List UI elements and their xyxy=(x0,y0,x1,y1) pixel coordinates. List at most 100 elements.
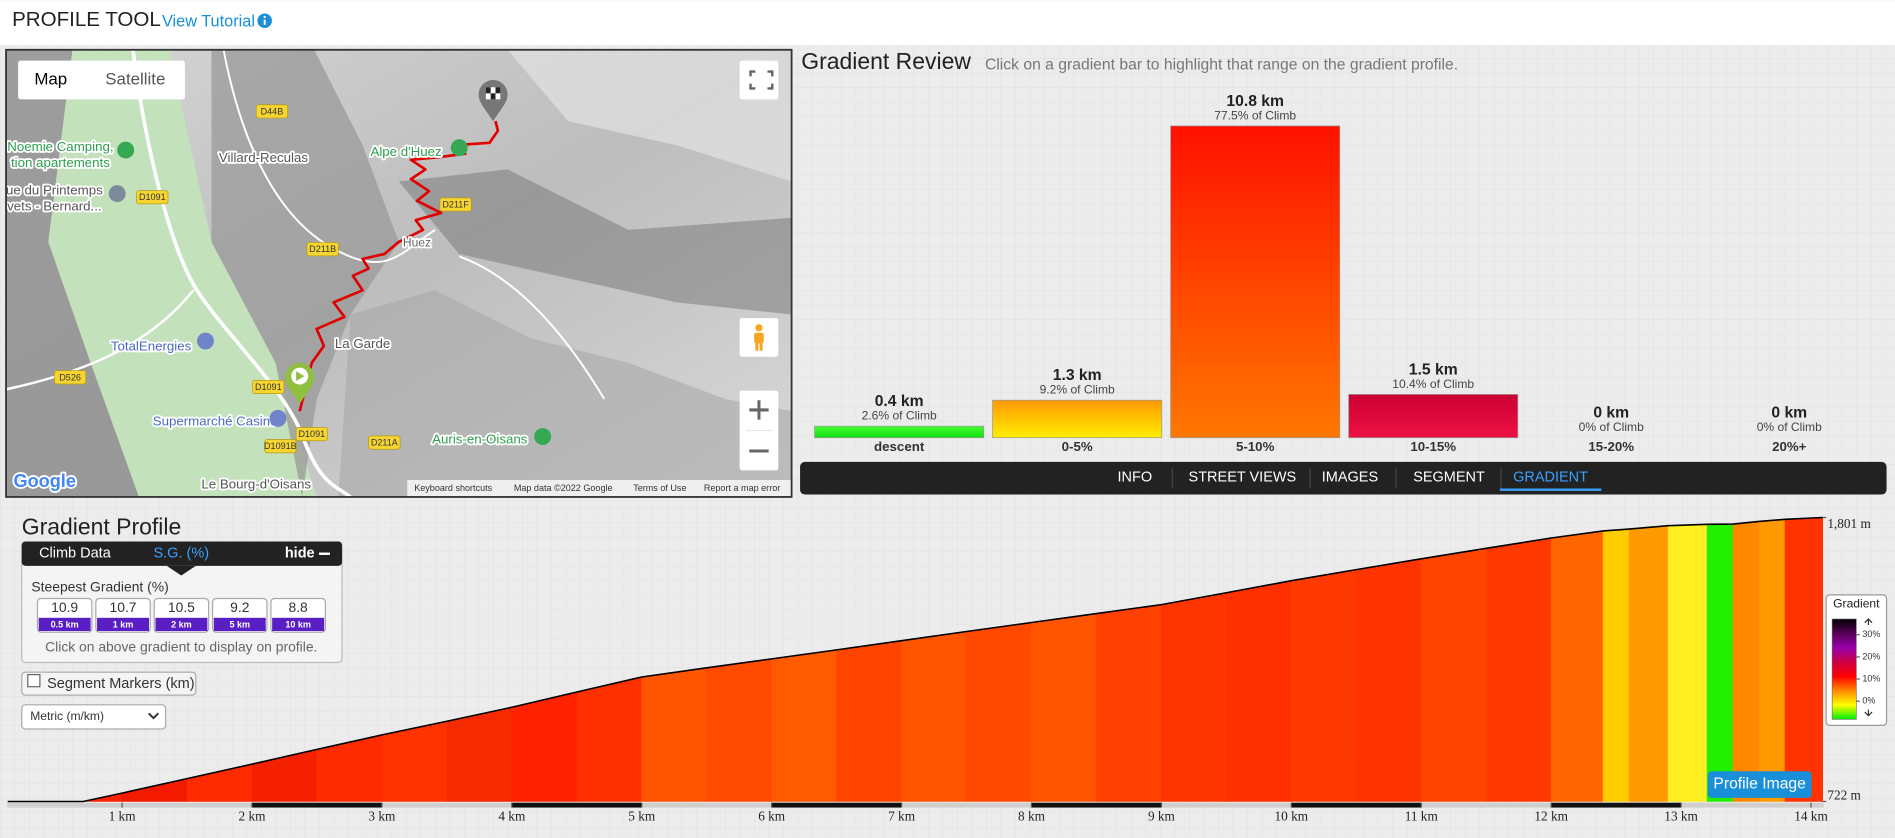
attribution-link[interactable]: Keyboard shortcuts xyxy=(414,483,492,493)
road-badge xyxy=(439,197,472,212)
km-marker xyxy=(771,802,902,808)
hide-button[interactable]: hide xyxy=(285,546,315,562)
panel-tab[interactable]: Climb Data xyxy=(39,546,112,562)
map-place-label: Alpe d'Huez xyxy=(370,144,441,159)
km-marker xyxy=(251,802,382,808)
tutorial-link[interactable]: View Tutorial xyxy=(162,12,255,30)
fullscreen-button[interactable] xyxy=(739,60,779,100)
tab[interactable]: STREET VIEWS xyxy=(1189,469,1297,485)
sg-distance-band xyxy=(272,617,325,632)
profile-chart: 1 km 2 km 3 km 4 km 5 km 6 km 7 km 8 km 9 km 10 k… xyxy=(7,516,1872,823)
segment-markers-label: Segment Markers (km) xyxy=(47,676,194,692)
segment-markers-control[interactable]: Segment Markers (km) xyxy=(21,671,197,696)
legend-tick-label: 0% xyxy=(1862,696,1875,706)
profile-plot xyxy=(7,516,1824,803)
profile-title: Gradient Profile xyxy=(22,513,181,539)
tab[interactable]: INFO xyxy=(1118,469,1153,485)
x-tick-label: 4 km xyxy=(498,808,526,823)
gradient-segment xyxy=(1550,530,1604,802)
gradient-segment xyxy=(1732,521,1760,802)
units-select[interactable]: Metric (m/km) xyxy=(21,704,167,730)
map-poi xyxy=(117,141,135,159)
gradient-segment xyxy=(901,631,967,802)
map-place-label: ue du Printemps xyxy=(6,183,103,198)
profile-image-button[interactable]: Profile Image xyxy=(1707,771,1812,798)
map[interactable]: Villard-Reculas Alpe d'Huez Huez La Gard… xyxy=(6,49,792,497)
road-label: D526 xyxy=(59,372,81,382)
gradient-segment xyxy=(1420,547,1487,802)
sg-value: 10.7 xyxy=(110,599,137,615)
bar-value-label: 1.3 km xyxy=(1053,367,1102,384)
gradient-segment xyxy=(1485,537,1552,802)
legend-arrows xyxy=(1864,618,1873,717)
tab[interactable]: SEGMENT xyxy=(1413,469,1485,485)
x-axis-bar xyxy=(7,802,1824,808)
road-label: D1091 xyxy=(139,192,166,202)
info-icon[interactable] xyxy=(257,13,272,29)
km-marker xyxy=(1031,802,1162,808)
gradient-segment xyxy=(576,676,643,802)
bar-category-label: 0-5% xyxy=(1062,439,1093,454)
x-tick-label: 6 km xyxy=(758,808,786,823)
x-tick-label: 7 km xyxy=(888,808,916,823)
gradient-segment xyxy=(836,640,902,802)
y-tick-label: 1,801 m xyxy=(1827,516,1871,531)
panel-tab[interactable]: S.G. (%) xyxy=(153,546,209,562)
x-tick-label: 13 km xyxy=(1664,808,1698,823)
panel-hint: Click on above gradient to display on pr… xyxy=(45,639,317,655)
climb-panel: Climb Data S.G. (%) hide Steepest Gradie… xyxy=(21,541,343,664)
google-logo: Google xyxy=(14,471,76,491)
elevation-line xyxy=(7,516,1823,803)
active-tab-underline xyxy=(1499,488,1602,491)
gradient-segment xyxy=(966,622,1032,802)
bar-category-label: 15-20% xyxy=(1588,439,1634,454)
attribution-link[interactable]: Report a map error xyxy=(704,483,780,493)
profile-image-label: Profile Image xyxy=(1713,776,1806,793)
road-label: D44B xyxy=(261,106,284,116)
finish-pin xyxy=(478,80,508,122)
sg-distance: 10 km xyxy=(285,619,311,629)
map-poi xyxy=(196,332,214,350)
gradient-bar[interactable] xyxy=(1170,125,1341,439)
x-tick-label: 1 km xyxy=(109,808,137,823)
bar-share-label: 10.4% of Climb xyxy=(1392,377,1474,391)
legend-tick-label: 10% xyxy=(1862,673,1880,683)
gradient-bar[interactable] xyxy=(992,399,1163,439)
page-title: PROFILE TOOL xyxy=(12,8,161,31)
sg-distance-band xyxy=(155,617,208,632)
map-place-label: La Garde xyxy=(335,336,390,351)
zoom-control[interactable] xyxy=(739,390,779,471)
gradient-bar[interactable] xyxy=(814,425,985,439)
gradient-segment xyxy=(1096,604,1162,802)
gradient-segment xyxy=(1355,558,1422,802)
bar-share-label: 77.5% of Climb xyxy=(1214,108,1296,122)
attribution-link[interactable]: Terms of Use xyxy=(633,483,686,493)
km-marker xyxy=(511,802,642,808)
gradient-segment xyxy=(1031,613,1097,802)
tab[interactable]: GRADIENT xyxy=(1513,469,1588,485)
pegman-button[interactable] xyxy=(739,318,779,357)
map-border xyxy=(5,48,793,498)
bar-share-label: 0% of Climb xyxy=(1757,420,1822,434)
legend-color-bar xyxy=(1831,618,1857,720)
tab[interactable]: IMAGES xyxy=(1322,469,1378,485)
road-label: D1091B xyxy=(264,441,297,451)
x-tick-label: 11 km xyxy=(1405,808,1439,823)
gradient-bar[interactable] xyxy=(1348,394,1519,439)
sg-distance: 5 km xyxy=(229,619,250,629)
gradient-legend: Gradient 30% 20% 10% 0% xyxy=(1825,594,1888,726)
road-label: D211F xyxy=(442,199,469,209)
tab-separators xyxy=(1171,467,1502,489)
x-tick-label: 3 km xyxy=(368,808,396,823)
review-subtitle: Click on a gradient bar to highlight tha… xyxy=(985,57,1458,74)
map-type-button[interactable]: Map xyxy=(34,69,67,88)
legend-title: Gradient xyxy=(1833,597,1880,611)
panel-heading: Steepest Gradient (%) xyxy=(31,578,168,594)
hide-icon xyxy=(319,552,330,555)
map-type-button[interactable]: Satellite xyxy=(105,69,165,88)
gradient-segment xyxy=(1602,528,1630,802)
sg-distance-band xyxy=(213,617,266,632)
sg-value: 10.9 xyxy=(51,599,78,615)
gradient-segment xyxy=(771,649,837,802)
